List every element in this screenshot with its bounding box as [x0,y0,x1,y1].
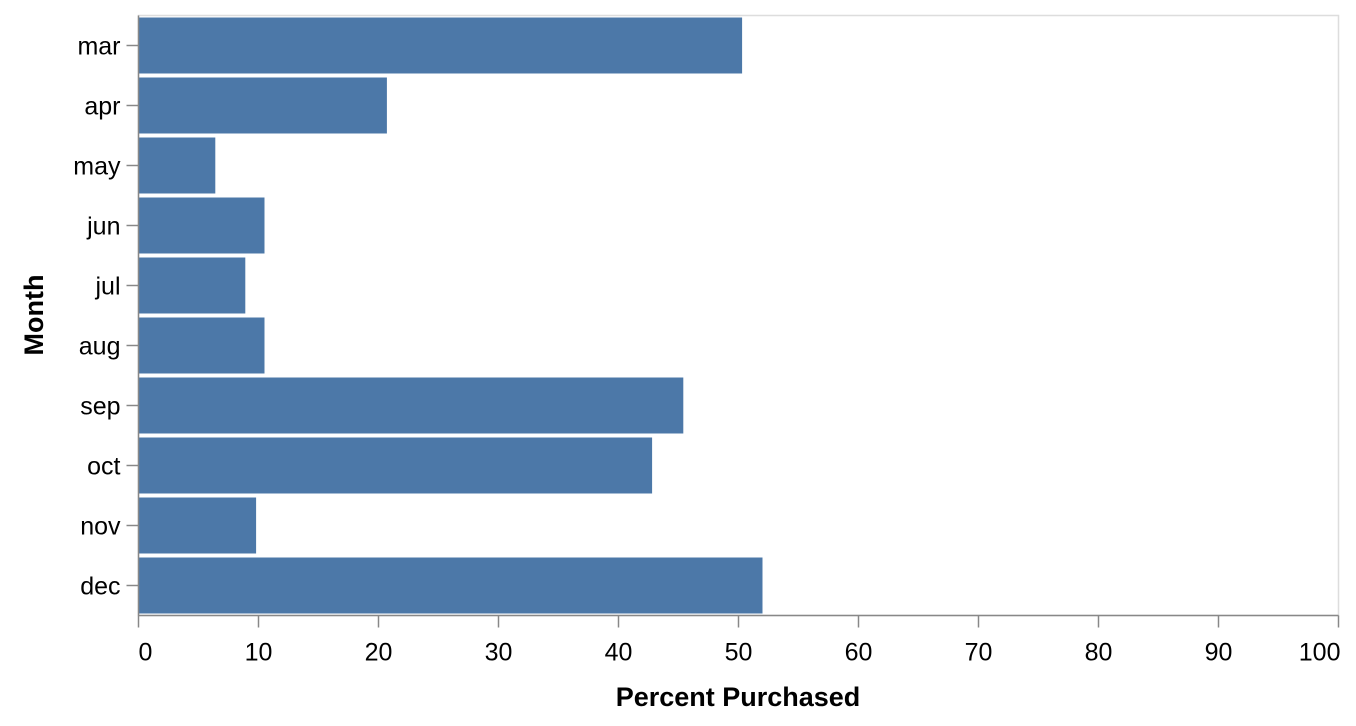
bar-nov [139,497,257,554]
y-tick-label-apr: apr [84,93,120,121]
y-tick-label-jul: jul [94,273,120,301]
y-axis: mar apr may jun jul aug sep oct nov dec [73,15,140,616]
x-tick-label-40: 40 [605,639,633,667]
bar-dec [139,557,763,614]
bar-jun [139,197,265,254]
x-axis-title: Percent Purchased [616,682,861,712]
y-tick-label-nov: nov [80,513,121,541]
bar-jul [139,257,246,314]
x-tick-label-10: 10 [245,639,273,667]
x-tick-label-80: 80 [1085,639,1113,667]
x-tick-label-20: 20 [365,639,393,667]
bar-aug [139,317,265,374]
x-tick-label-90: 90 [1205,639,1233,667]
y-tick-label-oct: oct [87,453,120,481]
y-axis-title: Month [19,275,49,356]
x-tick-label-100: 100 [1299,639,1341,667]
y-tick-label-sep: sep [80,393,120,421]
x-tick-label-60: 60 [845,639,873,667]
bar-may [139,137,216,194]
y-tick-label-mar: mar [77,33,120,61]
x-tick-label-30: 30 [485,639,513,667]
x-tick-label-50: 50 [725,639,753,667]
bars-group [139,17,763,614]
x-tick-label-0: 0 [139,639,153,667]
x-tick-label-70: 70 [965,639,993,667]
bar-mar [139,17,743,74]
bar-apr [139,77,387,134]
x-axis: 0 10 20 30 40 50 60 70 80 90 100 [137,614,1341,667]
y-tick-label-jun: jun [86,213,120,241]
y-tick-label-aug: aug [79,333,121,361]
bar-oct [139,437,653,494]
y-tick-label-dec: dec [80,573,120,601]
y-tick-label-may: may [73,153,121,181]
bar-sep [139,377,684,434]
